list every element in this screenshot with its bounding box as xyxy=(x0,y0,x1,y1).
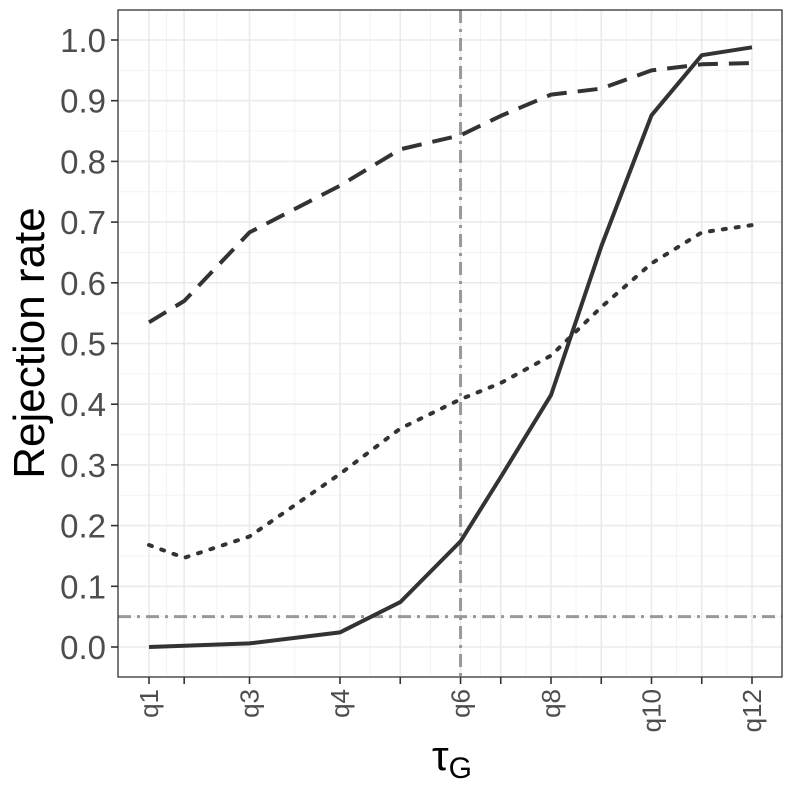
x-axis-title-main: τ xyxy=(432,732,449,779)
major-gridlines xyxy=(118,10,782,677)
x-tick-label: q1 xyxy=(134,689,164,718)
x-tick-label: q4 xyxy=(325,689,355,718)
y-tick-label: 0.3 xyxy=(60,447,106,484)
y-tick-label: 0.5 xyxy=(60,326,106,363)
y-axis-title: Rejection rate xyxy=(5,207,54,478)
x-tick-label: q6 xyxy=(446,689,476,718)
y-tick-label: 0.1 xyxy=(60,568,106,605)
x-axis: q1 q3 q4 q6 q8 q10 q12 xyxy=(134,677,767,732)
y-tick-label: 0.0 xyxy=(60,629,106,666)
y-tick-label: 0.9 xyxy=(60,83,106,120)
x-tick-label: q3 xyxy=(235,689,265,718)
x-axis-title: τG xyxy=(432,732,472,785)
y-tick-label: 0.4 xyxy=(60,386,106,423)
x-axis-title-subscript: G xyxy=(449,752,472,785)
series-layer xyxy=(147,45,754,649)
y-axis: 0.0 0.1 0.2 0.3 0.4 0.5 0.6 0.7 0.8 0.9 1.0 xyxy=(60,22,118,666)
y-tick-label: 1.0 xyxy=(60,22,106,59)
series-line-solid xyxy=(148,45,753,649)
y-tick-label: 0.7 xyxy=(60,204,106,241)
y-tick-label: 0.6 xyxy=(60,265,106,302)
x-tick-label: q8 xyxy=(536,689,566,718)
y-tick-label: 0.2 xyxy=(60,508,106,545)
x-tick-label: q12 xyxy=(737,689,767,732)
x-tick-label: q10 xyxy=(637,689,667,732)
series-line-dotted xyxy=(147,223,754,560)
reference-lines xyxy=(118,10,782,677)
y-tick-label: 0.8 xyxy=(60,143,106,180)
